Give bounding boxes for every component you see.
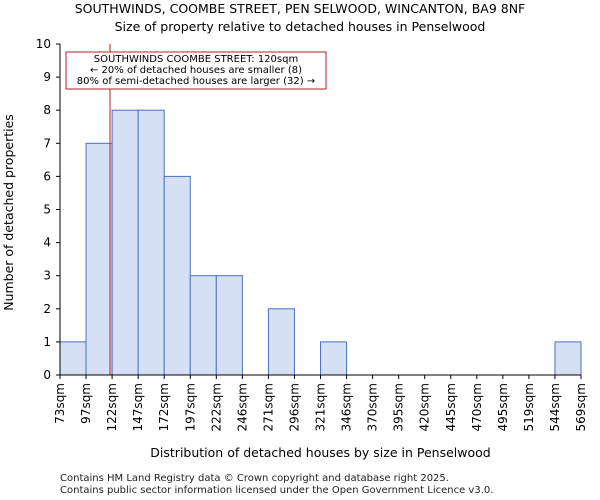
x-tick-label: 296sqm: [287, 383, 301, 431]
chart-title: SOUTHWINDS, COOMBE STREET, PEN SELWOOD, …: [74, 1, 526, 16]
x-tick-label: 370sqm: [366, 383, 380, 431]
footer-line-2: Contains public sector information licen…: [60, 485, 494, 496]
footer-line-1: Contains HM Land Registry data © Crown c…: [60, 473, 449, 484]
x-tick-label: 346sqm: [340, 383, 354, 431]
y-tick-label: 10: [36, 37, 51, 51]
x-tick-label: 172sqm: [157, 383, 171, 431]
x-tick-label: 495sqm: [496, 383, 510, 431]
annotation-box: SOUTHWINDS COOMBE STREET: 120sqm ← 20% o…: [65, 51, 327, 90]
x-tick-label: 321sqm: [314, 383, 328, 431]
y-tick-label: 3: [43, 269, 51, 283]
annotation-line-3: 80% of semi-detached houses are larger (…: [77, 76, 315, 87]
y-tick-label: 6: [43, 169, 51, 183]
y-tick-label: 7: [43, 136, 51, 150]
bar-197sqm: [189, 275, 217, 376]
y-tick-label: 1: [43, 335, 51, 349]
annotation-frame: [65, 51, 327, 90]
x-tick-label: 519sqm: [522, 383, 536, 431]
bar-172sqm: [163, 175, 191, 376]
bar-222sqm: [215, 275, 243, 376]
bar-97sqm: [85, 142, 113, 376]
bar-147sqm: [137, 109, 165, 376]
x-tick-label: 445sqm: [444, 383, 458, 431]
x-tick-label: 271sqm: [261, 383, 275, 431]
bar-271sqm: [267, 308, 295, 376]
bar-544sqm: [554, 341, 582, 376]
x-tick-label: 246sqm: [235, 383, 249, 431]
x-axis-label: Distribution of detached houses by size …: [150, 445, 490, 460]
y-tick-label: 2: [43, 302, 51, 316]
histogram-chart: 0 1 2 3 4 5 6 7 8 9 10 73sqm 97sqm 122sqm 147sqm 172sqm…: [1, 37, 588, 460]
bar-73sqm: [59, 341, 87, 376]
bar-group: [59, 109, 582, 376]
y-tick-label: 9: [43, 70, 51, 84]
annotation-line-2: ← 20% of detached houses are smaller (8): [90, 65, 302, 76]
bar-122sqm: [111, 109, 139, 376]
x-tick-label: 420sqm: [418, 383, 432, 431]
y-tick-label: 8: [43, 103, 51, 117]
y-tick-label: 4: [43, 236, 51, 250]
x-tick-label: 97sqm: [79, 383, 93, 424]
x-tick-label: 147sqm: [131, 383, 145, 431]
y-tick-label: 5: [43, 203, 51, 217]
axes: 0 1 2 3 4 5 6 7 8 9 10 73sqm 97sqm 122sqm 147sqm 172sqm…: [36, 37, 588, 431]
x-tick-label: 73sqm: [53, 383, 67, 424]
x-tick-label: 222sqm: [209, 383, 223, 431]
x-tick-label: 197sqm: [183, 383, 197, 431]
x-tick-label: 544sqm: [548, 383, 562, 431]
chart-subtitle: Size of property relative to detached ho…: [114, 19, 486, 34]
bar-321sqm: [320, 341, 348, 376]
x-tick-label: 122sqm: [105, 383, 119, 431]
x-tick-label: 395sqm: [392, 383, 406, 431]
x-tick-label: 470sqm: [470, 383, 484, 431]
x-tick-label: 569sqm: [574, 383, 588, 431]
y-tick-label: 0: [43, 368, 51, 382]
annotation-line-1: SOUTHWINDS COOMBE STREET: 120sqm: [94, 54, 298, 65]
y-axis-label: Number of detached properties: [1, 114, 16, 311]
